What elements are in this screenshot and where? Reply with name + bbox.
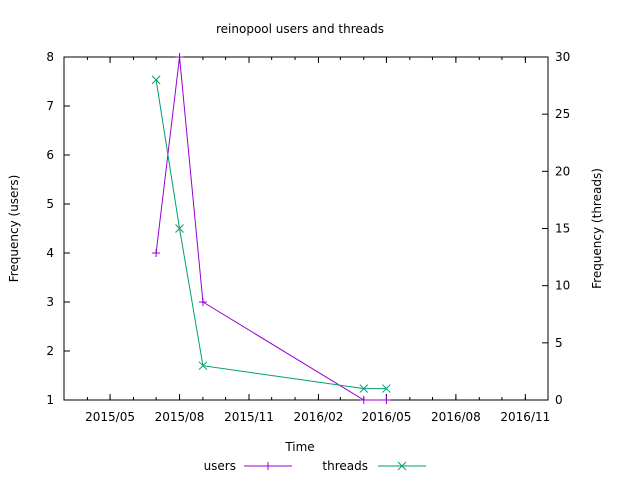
y-tick-label: 8 <box>46 50 54 64</box>
x-tick-label: 2016/11 <box>500 410 550 424</box>
plot-border <box>63 56 549 401</box>
y2-axis-label: Frequency (threads) <box>590 168 604 289</box>
x-tick-label: 2015/08 <box>155 410 205 424</box>
legend-label-threads: threads <box>322 459 368 473</box>
series-line-threads <box>155 79 387 390</box>
chart-title: reinopool users and threads <box>216 22 384 36</box>
y-tick-label: 2 <box>46 344 54 358</box>
legend: users threads <box>204 459 426 473</box>
y-axis-label: Frequency (users) <box>7 175 21 283</box>
y2-tick-label: 10 <box>555 279 570 293</box>
legend-label-users: users <box>204 459 236 473</box>
x-tick-label: 2015/05 <box>85 410 135 424</box>
data-point-threads <box>382 384 391 393</box>
y-tick-label: 6 <box>46 148 54 162</box>
y2-tick-label: 0 <box>555 393 563 407</box>
legend-marker-threads <box>397 461 407 471</box>
y-tick-label: 5 <box>46 197 54 211</box>
y2-tick-label: 15 <box>555 222 570 236</box>
x-tick-label: 2016/05 <box>361 410 411 424</box>
y-tick-label: 7 <box>46 99 54 113</box>
y2-tick-label: 5 <box>555 336 563 350</box>
data-point-threads <box>359 384 369 393</box>
y2-tick-label: 30 <box>555 50 570 64</box>
data-point-threads <box>151 75 161 85</box>
y-tick-label: 1 <box>46 393 54 407</box>
series-line-users <box>155 56 387 401</box>
y2-tick-label: 20 <box>555 164 570 178</box>
y-tick-label: 4 <box>46 246 54 260</box>
series-users <box>152 53 391 404</box>
series-threads <box>151 75 391 393</box>
y-tick-label: 3 <box>46 295 54 309</box>
y2-tick-label: 25 <box>555 107 570 121</box>
x-tick-label: 2016/02 <box>294 410 344 424</box>
data-point-threads <box>175 224 184 233</box>
x-tick-label: 2016/08 <box>431 410 481 424</box>
x-axis-label: Time <box>284 440 314 454</box>
data-point-threads <box>198 361 208 371</box>
x-tick-label: 2015/11 <box>224 410 274 424</box>
